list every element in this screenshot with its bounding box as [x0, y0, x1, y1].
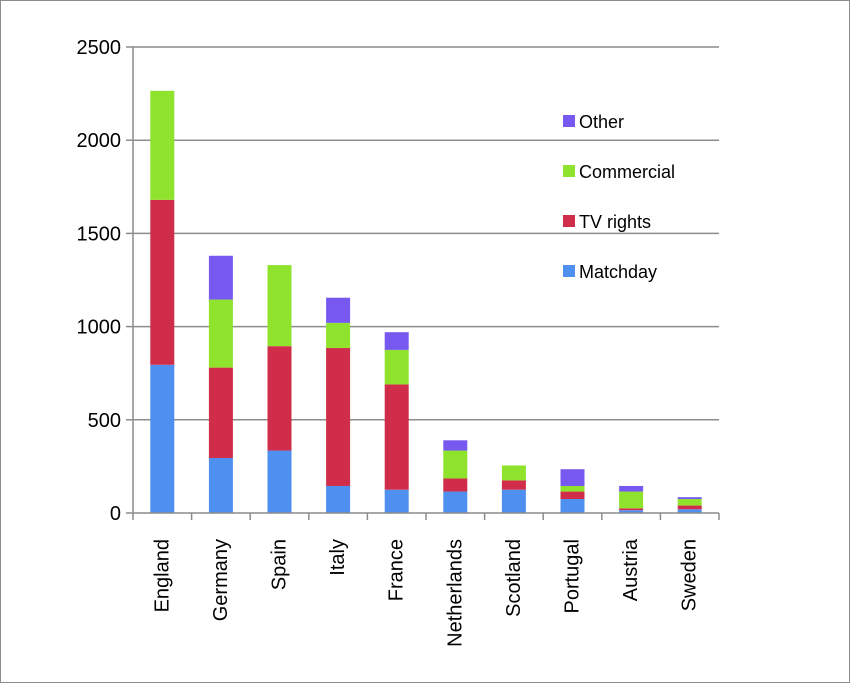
bar-matchday-scotland: [501, 489, 526, 513]
x-tick-label-austria: Austria: [620, 538, 642, 601]
y-tick-label: 1500: [77, 223, 122, 245]
bar-tv-rights-austria: [619, 508, 644, 511]
tick-labels: 0 500 1000 1500 2000 2500 England Germany Spain I…: [77, 37, 701, 647]
bar-matchday-spain: [267, 450, 292, 513]
bar-matchday-france: [384, 489, 409, 513]
legend-swatch-tv-rights: [563, 215, 575, 227]
bar-commercial-portugal: [560, 485, 585, 492]
bar-commercial-austria: [619, 491, 644, 509]
bar-commercial-sweden: [677, 499, 702, 506]
bar-tv-rights-germany: [208, 367, 233, 459]
bar-tv-rights-spain: [267, 346, 292, 451]
bar-tv-rights-france: [384, 384, 409, 490]
bar-tv-rights-sweden: [677, 505, 702, 510]
legend-label-other: Other: [579, 112, 624, 132]
legend-label-commercial: Commercial: [579, 162, 675, 182]
y-tick-label: 2500: [77, 37, 122, 59]
bar-other-france: [384, 332, 409, 350]
bar-commercial-italy: [326, 322, 351, 349]
x-tick-label-sweden: Sweden: [679, 539, 701, 611]
bar-other-netherlands: [443, 440, 468, 451]
legend-swatch-other: [563, 115, 575, 127]
legend-swatch-commercial: [563, 165, 575, 177]
x-tick-label-germany: Germany: [210, 539, 232, 621]
bar-tv-rights-italy: [326, 348, 351, 486]
bar-tv-rights-portugal: [560, 491, 585, 500]
x-tick-label-italy: Italy: [327, 539, 349, 576]
bar-matchday-netherlands: [443, 491, 468, 513]
bar-commercial-germany: [208, 299, 233, 368]
bar-matchday-germany: [208, 458, 233, 513]
bar-commercial-spain: [267, 265, 292, 347]
bar-tv-rights-scotland: [501, 480, 526, 490]
y-tick-label: 0: [110, 503, 121, 525]
y-tick-label: 500: [88, 410, 121, 432]
y-tick-label: 1000: [77, 317, 122, 339]
axes: [126, 46, 720, 520]
bar-matchday-sweden: [677, 509, 702, 513]
bar-commercial-scotland: [501, 465, 526, 481]
bar-other-austria: [619, 485, 644, 492]
x-tick-label-portugal: Portugal: [562, 539, 584, 614]
bar-matchday-italy: [326, 485, 351, 513]
x-tick-label-spain: Spain: [269, 539, 291, 590]
bars: [150, 90, 702, 513]
bar-commercial-netherlands: [443, 450, 468, 479]
bar-matchday-austria: [619, 510, 644, 513]
bar-tv-rights-netherlands: [443, 478, 468, 492]
bar-commercial-england: [150, 90, 175, 200]
x-tick-label-france: France: [386, 539, 408, 601]
bar-other-germany: [208, 255, 233, 300]
y-tick-label: 2000: [77, 130, 122, 152]
legend: Other Commercial TV rights Matchday: [563, 112, 675, 282]
bar-matchday-england: [150, 364, 175, 513]
x-tick-label-scotland: Scotland: [503, 539, 525, 617]
bar-matchday-portugal: [560, 499, 585, 513]
bar-other-sweden: [677, 497, 702, 500]
x-tick-label-netherlands: Netherlands: [444, 539, 466, 647]
bar-other-portugal: [560, 469, 585, 486]
bar-commercial-france: [384, 349, 409, 385]
x-tick-label-england: England: [151, 539, 173, 612]
bar-other-italy: [326, 297, 351, 323]
bar-tv-rights-england: [150, 199, 175, 365]
legend-label-tv-rights: TV rights: [579, 212, 651, 232]
legend-label-matchday: Matchday: [579, 262, 657, 282]
legend-swatch-matchday: [563, 265, 575, 277]
